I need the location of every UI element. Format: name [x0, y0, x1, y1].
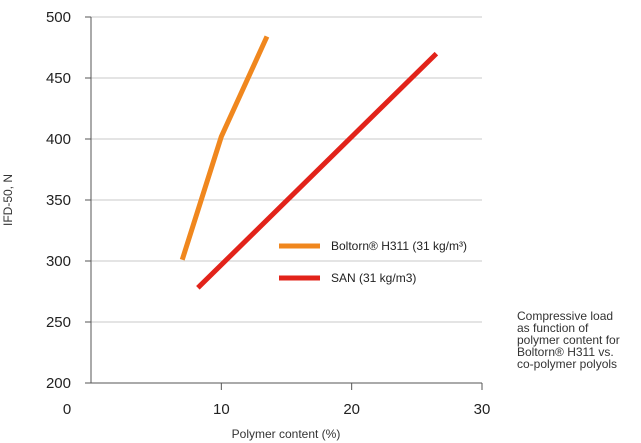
series-line-san: [196, 51, 439, 290]
series-lines: [179, 35, 439, 290]
x-tick-label: 0: [63, 401, 71, 418]
x-axis-label: Polymer content (%): [232, 427, 341, 441]
caption-line: as function of: [517, 321, 589, 335]
legend-label: SAN (31 kg/m3): [331, 271, 416, 285]
legend-label: Boltorn® H311 (31 kg/m³): [331, 239, 467, 253]
figure-caption: Compressive load as function of polymer …: [517, 310, 641, 370]
y-tick-labels: 200 250 300 350 400 450 500: [46, 9, 91, 392]
legend: Boltorn® H311 (31 kg/m³) SAN (31 kg/m3): [279, 239, 467, 285]
x-tick-labels: 0 10 20 30: [63, 383, 491, 418]
y-tick-label: 250: [46, 314, 71, 331]
caption-line: Boltorn® H311 vs.: [517, 345, 614, 359]
caption-line: co-polymer polyols: [517, 357, 618, 371]
caption-line: polymer content for: [517, 333, 620, 347]
y-tick-label: 300: [46, 253, 71, 270]
y-tick-label: 450: [46, 70, 71, 87]
y-tick-label: 400: [46, 131, 71, 148]
series-line-boltorn: [179, 35, 270, 261]
y-tick-label: 350: [46, 192, 71, 209]
y-tick-label: 200: [46, 375, 71, 392]
y-axis-label: IFD-50, N: [1, 174, 15, 226]
x-tick-label: 10: [213, 401, 230, 418]
caption-line: Compressive load: [517, 309, 614, 323]
x-tick-label: 30: [474, 401, 491, 418]
x-tick-label: 20: [343, 401, 360, 418]
y-tick-label: 500: [46, 9, 71, 26]
